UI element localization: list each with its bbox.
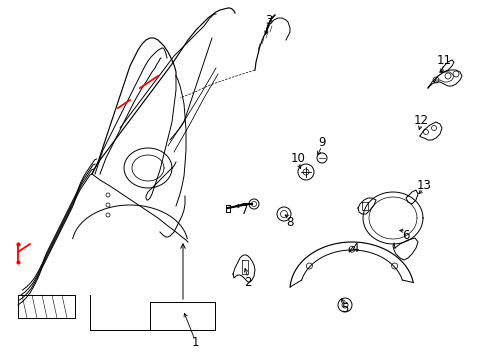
Text: 4: 4 <box>350 242 358 255</box>
Text: 8: 8 <box>286 216 293 229</box>
Text: 12: 12 <box>413 113 427 126</box>
Text: 9: 9 <box>318 135 325 149</box>
Text: 6: 6 <box>402 229 409 242</box>
Text: 11: 11 <box>436 54 450 67</box>
Text: 13: 13 <box>416 179 430 192</box>
Text: 3: 3 <box>265 14 272 27</box>
Text: 1: 1 <box>191 336 198 348</box>
Text: 7: 7 <box>241 203 248 216</box>
Text: 2: 2 <box>244 275 251 288</box>
Text: 10: 10 <box>290 152 305 165</box>
Text: 5: 5 <box>341 302 348 315</box>
